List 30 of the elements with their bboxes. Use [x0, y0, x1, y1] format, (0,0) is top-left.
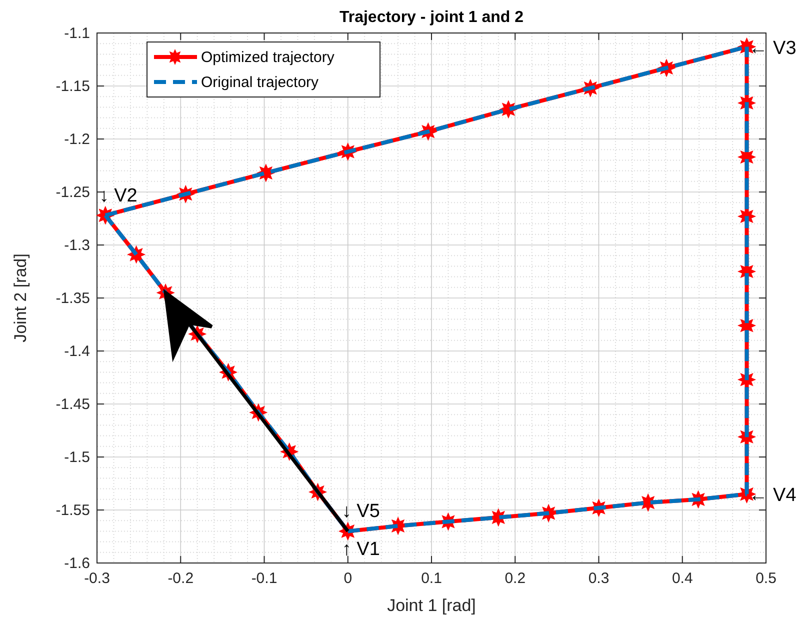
legend-label: Optimized trajectory: [201, 49, 335, 66]
x-tick-label: -0.2: [168, 570, 194, 587]
x-tick-label: 0.2: [504, 570, 526, 587]
y-tick-label: -1.2: [64, 131, 90, 148]
chart-title: Trajectory - joint 1 and 2: [339, 9, 524, 26]
x-tick-label: 0: [344, 570, 352, 587]
y-tick-label: -1.55: [56, 502, 90, 519]
x-tick-label: 0.5: [756, 570, 776, 587]
x-tick-label: -0.3: [84, 570, 110, 587]
y-tick-label: -1.6: [64, 555, 90, 572]
annotation: ↓ V2: [99, 185, 138, 206]
x-axis-title: Joint 1 [rad]: [387, 596, 476, 615]
annotation: ↓ V5: [342, 501, 380, 522]
y-tick-label: -1.15: [56, 78, 90, 95]
y-axis-title: Joint 2 [rad]: [11, 254, 30, 342]
y-tick-label: -1.1: [64, 25, 90, 42]
annotation: ← V4: [748, 485, 797, 506]
y-tick-label: -1.45: [56, 396, 90, 413]
y-tick-label: -1.25: [56, 184, 90, 201]
annotation: ← V3: [748, 38, 796, 59]
y-tick-label: -1.5: [64, 449, 90, 466]
x-tick-label: 0.4: [672, 570, 693, 587]
y-tick-label: -1.35: [56, 290, 90, 307]
x-tick-label: -0.1: [251, 570, 278, 587]
x-tick-label: 0.3: [588, 570, 610, 587]
annotation: ↑ V1: [342, 539, 380, 560]
y-tick-label: -1.3: [64, 237, 90, 254]
legend-label: Original trajectory: [201, 74, 320, 91]
y-tick-label: -1.4: [64, 343, 90, 360]
x-tick-label: 0.1: [421, 570, 442, 587]
